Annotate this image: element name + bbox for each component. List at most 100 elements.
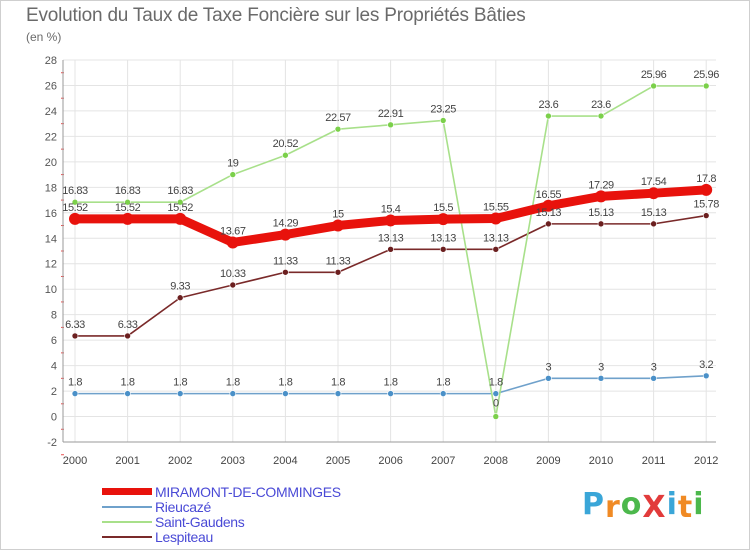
data-label: 13.13	[378, 232, 404, 244]
data-point	[121, 212, 134, 225]
y-tick-label: 6	[51, 335, 57, 347]
data-label: 15.52	[115, 202, 141, 214]
data-point	[597, 375, 605, 382]
logo-letter: t	[677, 490, 694, 525]
data-point	[282, 268, 289, 276]
logo-letter: X	[642, 490, 667, 525]
legend-label-lespiteau: Lespiteau	[155, 528, 214, 545]
x-tick-label: 2006	[378, 455, 402, 467]
data-label: 0	[493, 398, 499, 410]
data-point	[439, 390, 447, 397]
logo-letter: P	[582, 487, 605, 522]
data-point	[71, 390, 79, 397]
data-label: 3.2	[699, 359, 713, 371]
data-point	[650, 82, 657, 90]
data-point	[69, 212, 81, 225]
legend-label-rieucaze: Rieucazé	[155, 498, 211, 515]
data-point	[489, 212, 502, 225]
data-label: 16.83	[62, 185, 88, 197]
data-label: 15.52	[62, 202, 88, 214]
data-label: 11.33	[326, 255, 351, 267]
data-point	[545, 112, 552, 120]
data-point	[492, 246, 500, 253]
legend-swatch-miramont	[102, 488, 152, 495]
chart-title: Evolution du Taux de Taxe Foncière sur l…	[26, 5, 526, 26]
legend-swatch-lespiteau	[102, 535, 152, 538]
y-tick-label: 4	[51, 361, 57, 373]
data-point	[492, 413, 500, 420]
data-label: 15	[332, 209, 344, 221]
x-tick-label: 2012	[694, 455, 718, 467]
x-tick-label: 2007	[431, 455, 455, 467]
data-label: 16.55	[536, 189, 562, 201]
data-label: 1.8	[489, 377, 503, 389]
data-label: 19	[227, 158, 239, 170]
data-point	[702, 212, 710, 219]
data-point	[647, 187, 660, 200]
data-point	[226, 236, 239, 249]
y-tick-label: -2	[47, 437, 57, 449]
data-label: 17.29	[588, 179, 614, 191]
data-point	[492, 390, 500, 397]
proxiti-logo: ProXiti	[582, 487, 705, 525]
x-tick-label: 2003	[221, 455, 245, 467]
data-point	[334, 268, 342, 276]
data-label: 22.57	[325, 112, 351, 124]
data-label: 1.8	[173, 377, 187, 389]
data-label: 13.67	[220, 225, 246, 237]
data-point	[700, 183, 713, 196]
chart-unit-label: (en %)	[26, 30, 62, 44]
data-label: 9.33	[170, 281, 190, 293]
data-point	[282, 390, 289, 397]
data-label: 23.6	[538, 99, 558, 111]
data-point	[545, 220, 552, 228]
data-label: 17.8	[696, 173, 716, 185]
data-label: 23.6	[591, 99, 611, 111]
data-point	[702, 372, 710, 380]
y-tick-label: 8	[51, 310, 57, 322]
data-label: 20.52	[273, 138, 299, 150]
x-tick-label: 2008	[484, 455, 508, 467]
data-label: 16.83	[167, 185, 193, 197]
data-label: 15.55	[483, 202, 509, 214]
logo-letter: o	[620, 487, 643, 522]
data-point	[174, 212, 187, 225]
x-tick-label: 2000	[63, 455, 87, 467]
x-tick-label: 2002	[168, 455, 192, 467]
data-label: 23.25	[430, 103, 456, 115]
data-point	[332, 219, 344, 232]
y-tick-label: 10	[45, 284, 57, 296]
y-tick-label: 24	[45, 106, 57, 118]
data-point	[595, 190, 607, 203]
data-point	[279, 228, 292, 241]
data-point	[176, 294, 184, 302]
data-point	[437, 213, 450, 226]
x-tick-label: 2011	[642, 455, 666, 467]
data-point	[384, 214, 397, 227]
data-label: 3	[651, 361, 657, 373]
legend-swatch-rieucaze	[102, 505, 152, 508]
data-label: 15.4	[381, 203, 401, 215]
data-label: 25.96	[693, 69, 719, 81]
data-point	[71, 332, 79, 340]
data-label: 3	[546, 361, 552, 373]
data-point	[702, 82, 710, 90]
y-tick-label: 0	[51, 412, 57, 424]
data-label: 10.33	[220, 268, 246, 280]
data-point	[229, 390, 237, 397]
data-point	[229, 281, 237, 289]
data-label: 15.13	[641, 207, 667, 219]
data-point	[387, 121, 394, 129]
data-point	[282, 151, 289, 159]
data-point	[439, 117, 447, 124]
y-tick-label: 20	[45, 157, 57, 169]
legend-item-lespiteau: Lespiteau	[102, 528, 341, 545]
data-point	[542, 199, 555, 212]
data-label: 1.8	[121, 377, 135, 389]
data-label: 11.33	[273, 255, 298, 267]
data-label: 17.54	[641, 176, 667, 188]
data-point	[124, 390, 131, 397]
legend-swatch-saint-gaudens	[102, 520, 152, 523]
